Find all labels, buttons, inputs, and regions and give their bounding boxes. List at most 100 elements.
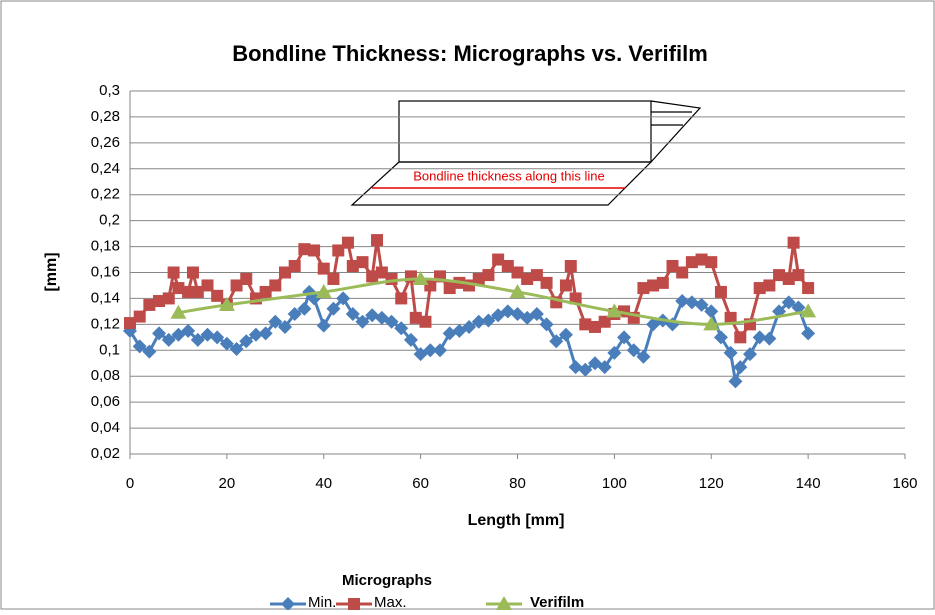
data-point — [239, 334, 254, 349]
data-point — [182, 285, 195, 298]
x-tick-label: 80 — [509, 475, 526, 492]
data-point — [568, 360, 583, 375]
data-point — [684, 295, 699, 310]
data-point — [501, 260, 514, 273]
data-point — [315, 283, 332, 298]
data-point — [733, 360, 748, 375]
data-point — [332, 244, 345, 257]
data-point — [675, 294, 690, 309]
data-point — [743, 347, 757, 362]
y-tick-label: 0,26 — [91, 134, 120, 151]
data-point — [308, 244, 321, 257]
data-point — [143, 298, 156, 311]
data-point — [366, 270, 379, 283]
data-point — [589, 320, 601, 333]
data-point — [229, 341, 244, 356]
data-point — [133, 310, 146, 323]
y-tick-label: 0,04 — [91, 419, 120, 436]
data-point — [433, 343, 447, 358]
legend-marker — [496, 596, 512, 610]
data-point — [540, 276, 553, 289]
data-point — [142, 344, 157, 359]
data-point — [327, 272, 340, 285]
legend-label: Max. — [374, 594, 407, 610]
data-point — [269, 279, 282, 292]
data-point — [394, 321, 409, 336]
data-point — [606, 303, 623, 318]
data-point — [375, 266, 388, 279]
data-point — [167, 266, 180, 279]
data-point — [403, 332, 418, 347]
data-point — [539, 317, 554, 332]
data-point — [549, 334, 564, 349]
data-point — [279, 266, 291, 279]
data-point — [424, 279, 437, 292]
data-point — [703, 316, 720, 331]
data-point — [787, 236, 800, 249]
chart-title: Bondline Thickness: Micrographs vs. Veri… — [232, 41, 708, 66]
data-point — [564, 260, 577, 273]
x-tick-label: 60 — [412, 475, 429, 492]
data-point — [763, 279, 776, 292]
data-point — [500, 304, 515, 319]
data-point — [356, 256, 369, 269]
data-point — [172, 282, 185, 295]
data-point — [792, 269, 805, 282]
data-point — [162, 292, 175, 305]
data-point — [685, 256, 698, 269]
annotation-diagram — [350, 100, 702, 206]
data-point — [714, 285, 727, 298]
x-tick-label: 100 — [602, 475, 627, 492]
data-point — [773, 269, 786, 282]
legend-title: Micrographs — [342, 572, 432, 589]
data-point — [345, 306, 360, 321]
data-point — [336, 291, 351, 306]
data-point — [288, 260, 301, 273]
data-point — [153, 295, 166, 308]
data-point — [723, 345, 738, 360]
data-point — [598, 315, 611, 328]
data-point — [210, 330, 225, 345]
data-point — [636, 349, 651, 364]
x-axis-label: Length [mm] — [468, 512, 565, 529]
data-point — [559, 279, 572, 292]
data-point — [384, 314, 399, 329]
data-point — [724, 311, 737, 324]
legend-label: Verifilm — [530, 594, 584, 610]
data-point — [412, 270, 429, 285]
data-point — [186, 266, 199, 279]
data-point — [419, 315, 432, 328]
data-point — [530, 269, 543, 282]
x-tick-label: 0 — [126, 475, 134, 492]
data-point — [317, 262, 330, 275]
y-tick-label: 0,2 — [99, 212, 120, 229]
y-tick-label: 0,1 — [99, 341, 120, 358]
data-point — [409, 311, 422, 324]
data-point — [240, 272, 253, 285]
data-point — [782, 272, 795, 285]
data-point — [617, 330, 632, 345]
data-point — [211, 289, 224, 302]
data-point — [578, 362, 593, 377]
data-point — [423, 343, 438, 358]
data-point — [482, 269, 495, 282]
data-point — [569, 292, 582, 305]
data-point — [132, 339, 147, 354]
data-point — [529, 306, 544, 321]
data-point — [666, 260, 679, 273]
y-tick-label: 0,16 — [91, 263, 120, 280]
data-point — [200, 327, 215, 342]
data-point — [695, 253, 708, 266]
data-point — [316, 318, 331, 333]
data-point — [753, 282, 766, 295]
y-tick-label: 0,14 — [91, 289, 120, 306]
data-point — [676, 266, 689, 279]
annotation: Bondline thickness along this line — [413, 168, 605, 183]
data-point — [704, 304, 719, 319]
y-tick-label: 0,08 — [91, 367, 120, 384]
data-point — [607, 345, 622, 360]
data-point — [371, 234, 384, 247]
data-point — [355, 314, 370, 329]
data-point — [442, 326, 457, 341]
